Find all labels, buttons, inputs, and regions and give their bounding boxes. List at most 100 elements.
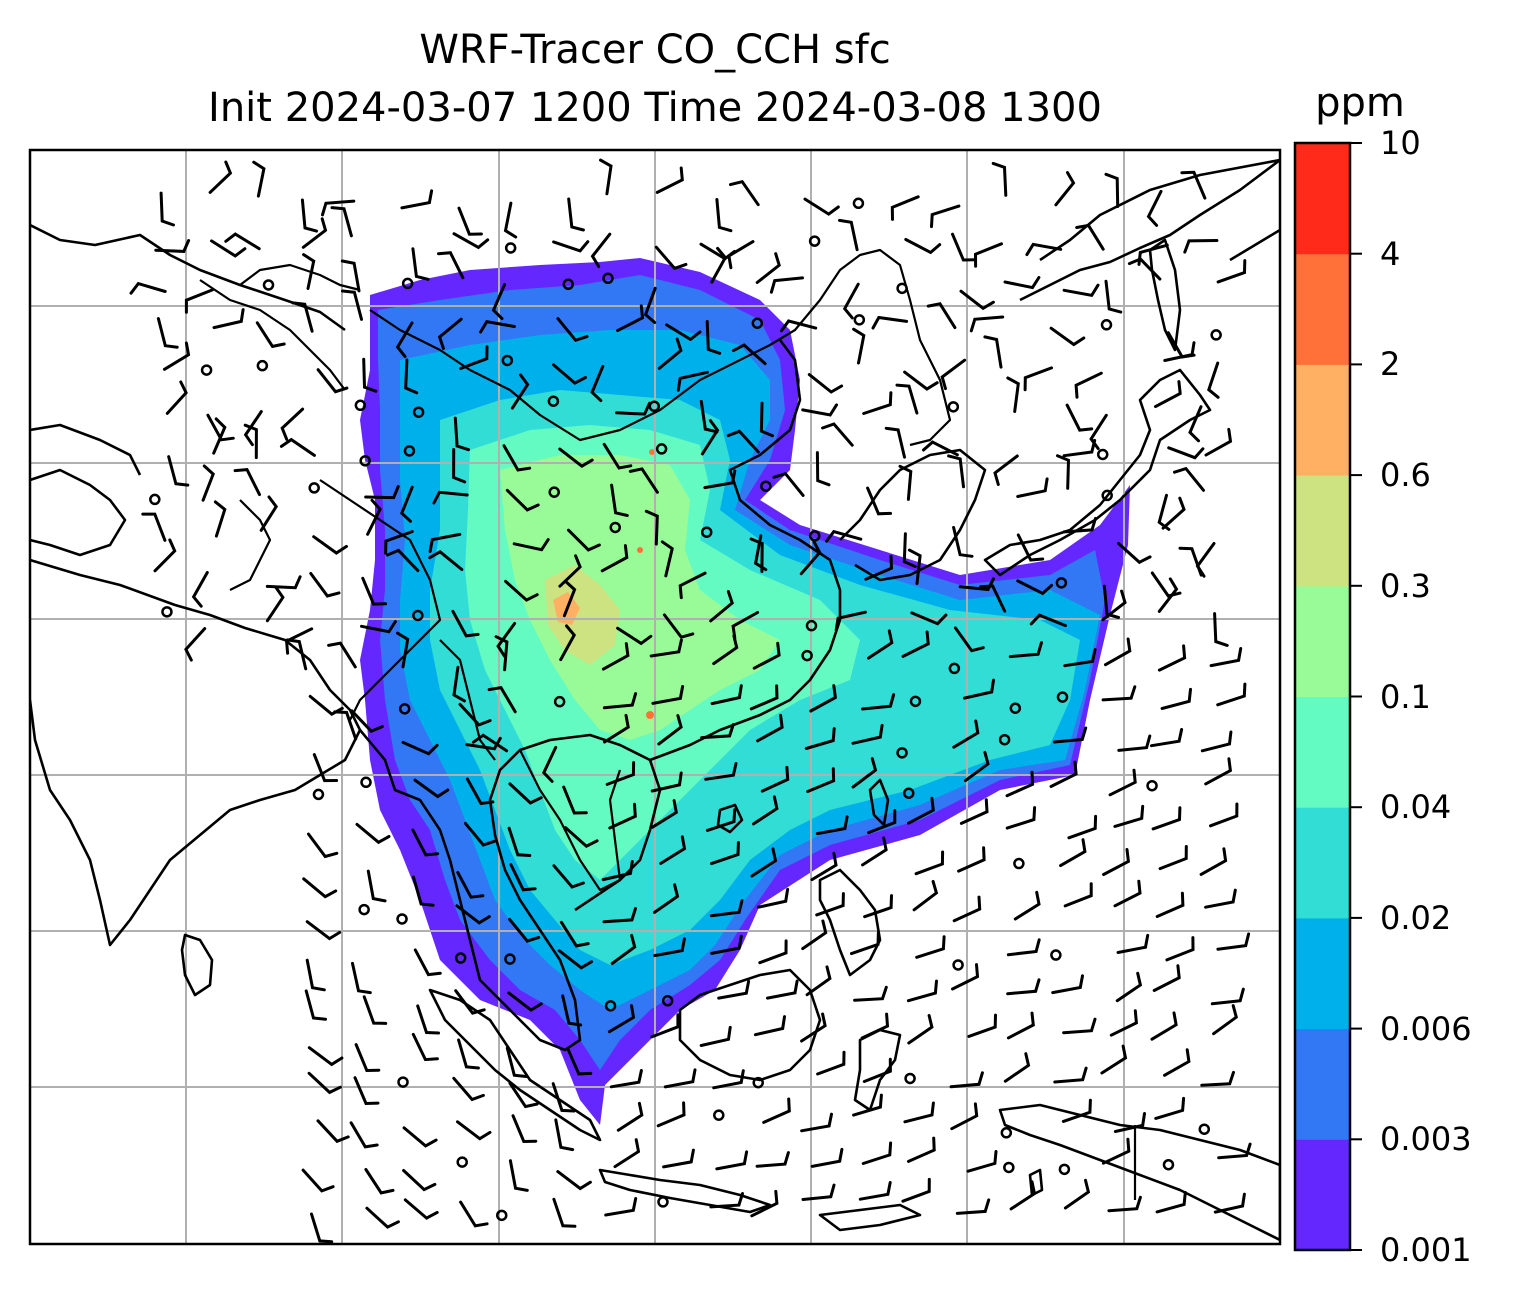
wind-barb — [364, 485, 400, 500]
calm-wind-marker — [396, 913, 408, 925]
wind-barb — [1062, 516, 1097, 534]
coastline-caspian — [30, 223, 346, 332]
wind-barb — [411, 247, 430, 281]
wind-barb — [655, 166, 684, 194]
wind-barb — [457, 1038, 480, 1070]
wind-barb — [951, 232, 977, 262]
wind-barb — [1117, 542, 1152, 565]
coastline-taiwan — [868, 778, 890, 827]
wind-barb — [1150, 571, 1182, 598]
coastline-borneo — [678, 968, 822, 1082]
wind-barb — [969, 315, 1005, 333]
wind-barb — [1209, 647, 1243, 668]
wind-barb — [756, 887, 790, 909]
wind-barb — [559, 624, 577, 662]
wind-barb — [452, 232, 490, 250]
coastline-philippines — [818, 868, 882, 977]
wind-barb — [395, 321, 414, 358]
colorbar-frame — [1293, 141, 1352, 1252]
wind-barb — [566, 1046, 593, 1076]
wind-barb — [1053, 1066, 1088, 1084]
wind-barb — [1109, 1009, 1138, 1037]
wind-barb — [1199, 847, 1228, 876]
wind-barb — [1213, 1192, 1246, 1214]
wind-barb — [1155, 1191, 1187, 1214]
wind-barb — [1163, 1048, 1191, 1077]
wind-barb — [804, 727, 836, 750]
wind-barb — [291, 301, 314, 333]
colorbar-segment — [1295, 253, 1350, 365]
calm-wind-marker — [256, 359, 269, 372]
wind-barb — [815, 892, 845, 917]
wind-barb — [396, 631, 410, 669]
wind-barb — [902, 532, 917, 568]
wind-barb — [912, 879, 939, 912]
wind-barb — [455, 904, 491, 925]
wind-barb — [700, 419, 720, 456]
calm-wind-marker — [358, 903, 370, 916]
wind-barb — [1173, 466, 1205, 492]
colorbar-tick-label: 0.1 — [1380, 677, 1431, 716]
wind-barb — [801, 1183, 836, 1201]
calm-wind-marker — [903, 787, 915, 799]
calm-wind-marker — [149, 493, 161, 506]
wind-barb — [307, 1046, 344, 1067]
calm-wind-marker — [1013, 857, 1025, 870]
wind-barb — [867, 629, 894, 660]
colorbar-segment — [1295, 1139, 1350, 1251]
wind-barb — [384, 530, 414, 555]
wind-barb — [602, 907, 637, 924]
wind-barb — [206, 413, 235, 442]
calm-wind-marker — [1003, 1161, 1015, 1174]
wind-barb — [1016, 477, 1049, 498]
wind-barb — [609, 1069, 643, 1089]
wind-barb — [557, 949, 594, 970]
wind-barb — [496, 622, 517, 658]
wind-barb — [279, 437, 316, 457]
calm-wind-marker — [760, 480, 772, 492]
wind-barb — [302, 253, 316, 290]
calm-wind-marker — [947, 401, 960, 413]
wind-barb — [542, 745, 558, 783]
wind-barb — [413, 948, 442, 977]
wind-barb — [610, 933, 637, 965]
wind-barb — [1217, 1142, 1252, 1160]
wind-barb — [552, 864, 585, 889]
colorbar-tick-label: 0.02 — [1380, 898, 1452, 937]
wind-barb — [1216, 259, 1247, 284]
wind-barb — [312, 535, 348, 555]
wind-barb — [805, 965, 832, 997]
calm-wind-marker — [1146, 779, 1158, 792]
colorbar-segment — [1295, 1028, 1350, 1140]
wind-barb — [316, 368, 349, 394]
calm-wind-marker — [1100, 319, 1113, 331]
wind-barb — [1013, 890, 1041, 921]
wind-barb — [1157, 577, 1179, 613]
calm-wind-marker — [262, 279, 275, 291]
tracer-band-2 — [646, 711, 654, 719]
wind-barb — [201, 464, 215, 502]
wind-barb — [167, 455, 190, 487]
wind-barb — [853, 985, 888, 1002]
wind-barb — [907, 1014, 934, 1045]
calm-wind-marker — [397, 1076, 409, 1088]
wind-barb — [959, 798, 989, 825]
coastline-sri-lanka — [180, 933, 214, 997]
wind-barb — [355, 822, 391, 845]
wind-barb — [504, 579, 539, 602]
wind-barb — [907, 548, 922, 585]
wind-barb — [979, 584, 1007, 613]
wind-barb — [890, 195, 920, 221]
border-indochina-internal — [519, 749, 622, 892]
wind-barb — [512, 538, 550, 552]
wind-barb — [1216, 932, 1251, 951]
wind-barb — [1052, 726, 1088, 744]
coastline-java — [598, 1168, 772, 1214]
wind-barb — [362, 357, 378, 393]
wind-barb — [602, 442, 633, 470]
wind-barb — [590, 364, 605, 403]
wind-barb — [699, 1025, 732, 1047]
calm-wind-marker — [853, 314, 866, 326]
wind-barb — [903, 370, 939, 391]
wind-barb — [709, 1192, 744, 1209]
